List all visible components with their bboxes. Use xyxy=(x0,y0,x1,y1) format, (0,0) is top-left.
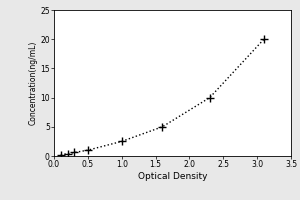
X-axis label: Optical Density: Optical Density xyxy=(138,172,207,181)
Y-axis label: Concentration(ng/mL): Concentration(ng/mL) xyxy=(28,41,38,125)
